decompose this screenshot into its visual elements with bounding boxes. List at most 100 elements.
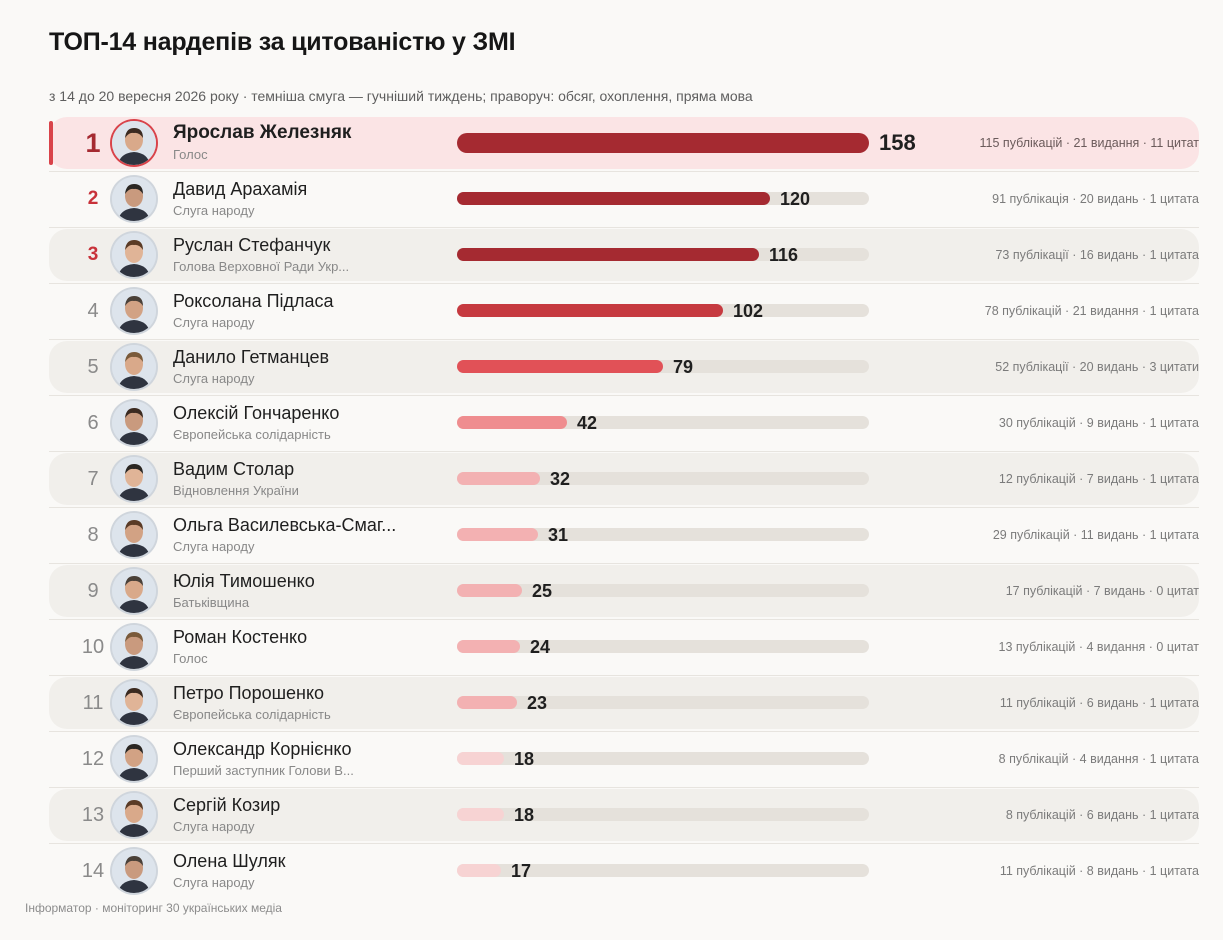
table-row: 1 Ярослав Железняк Голос 158 115 публікацій … [49, 117, 1199, 169]
bar-track [457, 640, 869, 653]
rank-number: 14 [81, 860, 105, 882]
coverage-meta: 91 публікація · 20 видань · 1 цитата [992, 192, 1199, 206]
deputy-party: Слуга народу [173, 819, 255, 834]
deputy-party: Європейська солідарність [173, 427, 331, 442]
coverage-meta: 78 публікацій · 21 видання · 1 цитата [984, 304, 1199, 318]
chart-title: ТОП-14 нардепів за цитованістю у ЗМІ [49, 28, 516, 56]
coverage-meta: 115 публікацій · 21 видання · 11 цитат [979, 136, 1199, 150]
bar-mark [457, 808, 504, 821]
person-avatar-icon [112, 457, 156, 501]
value-label: 31 [548, 525, 569, 545]
row-divider [49, 675, 1199, 676]
person-avatar-icon [112, 345, 156, 389]
bar-mark [457, 696, 517, 709]
bar-track [457, 584, 869, 597]
coverage-meta: 13 публікацій · 4 видання · 0 цитат [998, 640, 1199, 654]
rank-number: 2 [87, 188, 99, 209]
value-label: 17 [511, 861, 532, 881]
rank-number: 6 [87, 412, 99, 434]
person-avatar-icon [112, 793, 156, 837]
value-label: 79 [673, 357, 694, 377]
deputy-name: Петро Порошенко [173, 683, 325, 703]
table-row: 13 Сергій Козир Слуга народу 18 8 публікацій… [49, 789, 1199, 841]
row-divider [49, 227, 1199, 228]
deputy-name: Давид Арахамія [173, 179, 308, 199]
table-row: 9 Юлія Тимошенко Батьківщина 25 17 публікаці… [49, 565, 1199, 617]
row-divider [49, 339, 1199, 340]
person-avatar-icon [112, 177, 156, 221]
coverage-meta: 8 публікацій · 4 видання · 1 цитата [998, 752, 1199, 766]
person-avatar-icon [112, 849, 156, 893]
leader-accent-bar [49, 121, 53, 165]
value-label: 25 [532, 581, 553, 601]
coverage-meta: 17 публікацій · 7 видань · 0 цитат [1005, 584, 1199, 598]
bar-track [457, 752, 869, 765]
table-row: 4 Роксолана Підласа Слуга народу 102 78 публ… [49, 285, 1199, 337]
deputy-party: Слуга народу [173, 203, 255, 218]
rank-number: 12 [81, 748, 105, 770]
table-row: 5 Данило Гетманцев Слуга народу 79 52 публік… [49, 341, 1199, 393]
table-row: 14 Олена Шуляк Слуга народу 17 11 публікацій… [49, 845, 1199, 897]
deputy-party: Слуга народу [173, 371, 255, 386]
rank-number: 9 [87, 580, 99, 602]
value-label: 42 [577, 413, 598, 433]
person-avatar-icon [112, 625, 156, 669]
deputy-name: Юлія Тимошенко [173, 571, 315, 591]
bar-mark [457, 528, 538, 541]
person-avatar-icon [112, 289, 156, 333]
bar-mark [457, 752, 504, 765]
bar-mark [457, 416, 567, 429]
bar-mark [457, 640, 520, 653]
value-label: 23 [527, 693, 548, 713]
bar-mark [457, 248, 759, 261]
row-divider [49, 619, 1199, 620]
coverage-meta: 29 публікацій · 11 видань · 1 цитата [992, 528, 1199, 542]
row-divider [49, 283, 1199, 284]
coverage-meta: 11 публікацій · 6 видань · 1 цитата [999, 696, 1199, 710]
bar-track [457, 696, 869, 709]
chart-subtitle: з 14 до 20 вересня 2026 року · темніша с… [49, 88, 753, 104]
bar-track [457, 864, 869, 877]
bar-mark [457, 360, 663, 373]
row-divider [49, 843, 1199, 844]
row-divider [49, 563, 1199, 564]
deputy-name: Олена Шуляк [173, 851, 286, 871]
deputy-name: Сергій Козир [173, 795, 281, 815]
deputy-party: Голос [173, 651, 208, 666]
table-row: 2 Давид Арахамія Слуга народу 120 91 публіка… [49, 173, 1199, 225]
row-divider [49, 451, 1199, 452]
deputy-name: Олександр Корнієнко [173, 739, 352, 759]
value-label: 32 [550, 469, 571, 489]
row-divider [49, 171, 1199, 172]
table-row: 3 Руслан Стефанчук Голова Верховної Ради У… [49, 229, 1199, 281]
person-avatar-icon [112, 681, 156, 725]
person-avatar-icon [112, 569, 156, 613]
table-row: 7 Вадим Столар Відновлення України 32 12 пуб… [49, 453, 1199, 505]
value-label: 116 [769, 245, 799, 265]
row-divider [49, 731, 1199, 732]
rank-number: 13 [81, 804, 105, 826]
deputy-name: Ольга Василевська-Смаг... [173, 515, 397, 535]
deputy-party: Відновлення України [173, 483, 299, 498]
rank-number: 10 [81, 636, 105, 658]
coverage-meta: 8 публікацій · 6 видань · 1 цитата [1005, 808, 1199, 822]
deputy-name: Вадим Столар [173, 459, 295, 479]
person-avatar-icon [112, 513, 156, 557]
coverage-meta: 73 публікації · 16 видань · 1 цитата [995, 248, 1199, 262]
value-label: 102 [733, 301, 764, 321]
deputy-party: Слуга народу [173, 875, 255, 890]
person-avatar-icon [112, 737, 156, 781]
rank-number: 7 [87, 468, 99, 490]
deputy-name: Ярослав Железняк [173, 122, 352, 143]
value-label: 18 [514, 749, 535, 769]
person-avatar-icon [112, 233, 156, 277]
rank-number: 3 [87, 244, 99, 265]
bar-mark [457, 133, 869, 153]
deputy-party: Слуга народу [173, 315, 255, 330]
bar-mark [457, 304, 723, 317]
deputy-party: Батьківщина [173, 595, 250, 610]
row-divider [49, 507, 1199, 508]
coverage-meta: 30 публікацій · 9 видань · 1 цитата [998, 416, 1199, 430]
bar-track [457, 528, 869, 541]
deputy-name: Руслан Стефанчук [173, 235, 331, 255]
